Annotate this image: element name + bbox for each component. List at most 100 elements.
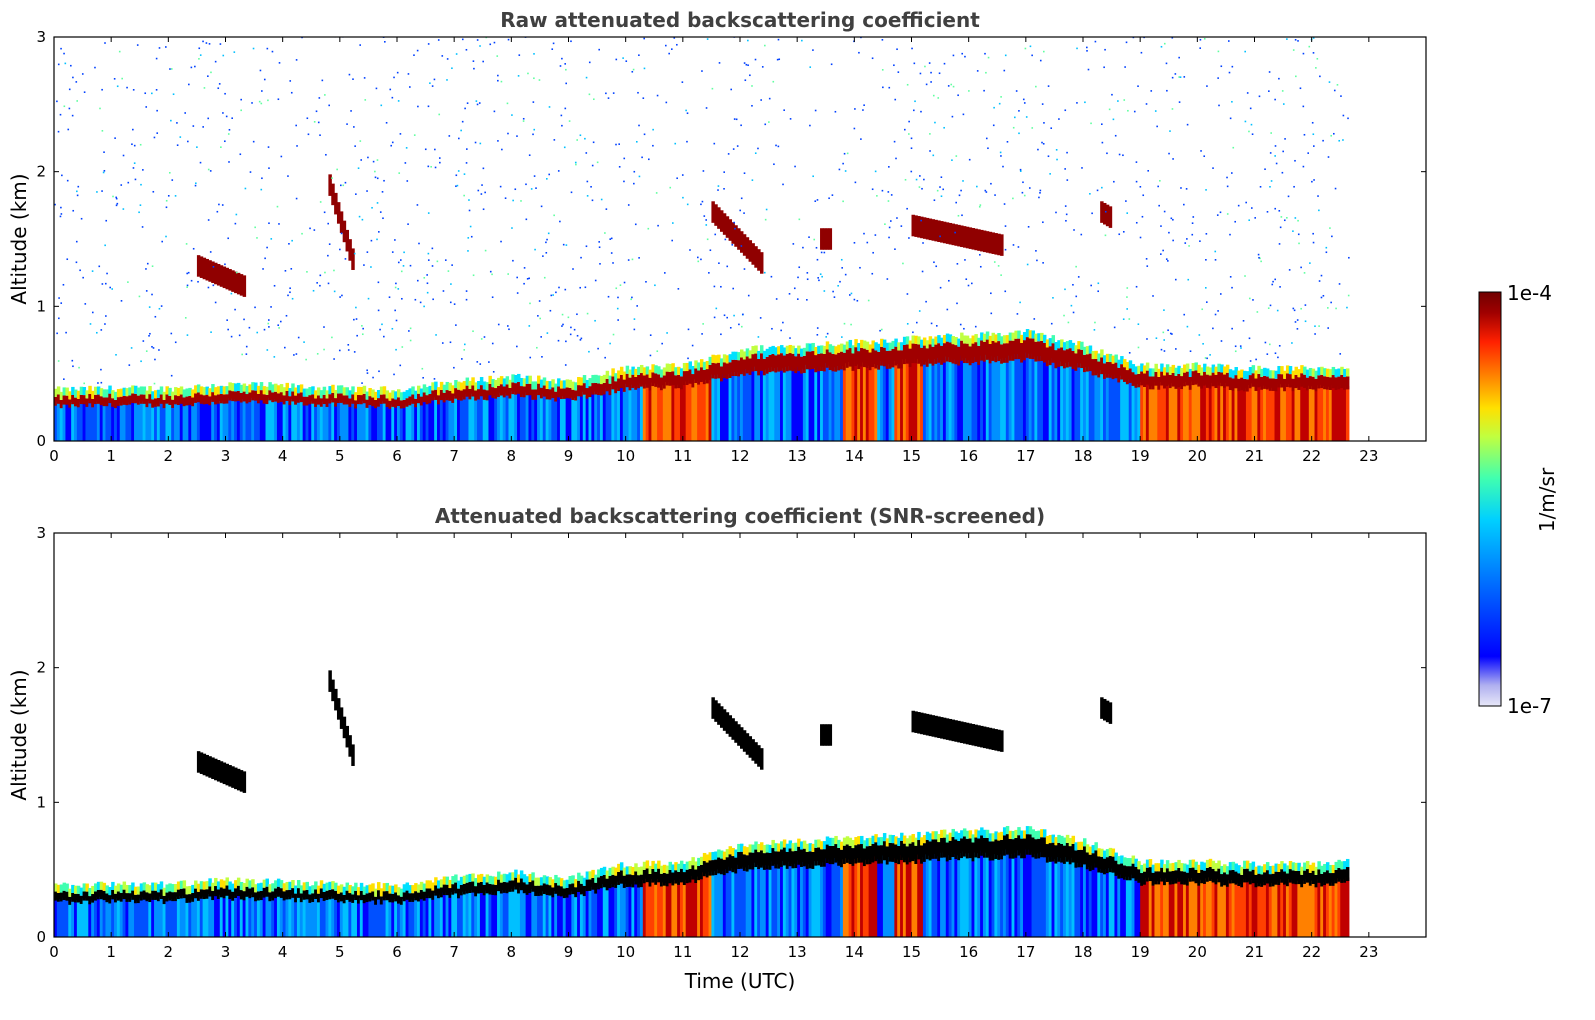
bl-column [968, 360, 973, 441]
noise-speckle [874, 170, 877, 173]
bl-top-band [840, 849, 844, 868]
bl-edge [897, 342, 901, 351]
noise-speckle [149, 332, 151, 335]
bl-top-band [1311, 376, 1316, 390]
bl-column [554, 399, 558, 441]
bl-edge [691, 365, 695, 375]
bl-top-band [1068, 348, 1073, 367]
noise-speckle [853, 298, 856, 301]
x-tick-label: 14 [845, 943, 864, 961]
noise-speckle [226, 319, 228, 321]
noise-speckle [86, 26, 88, 28]
noise-speckle [1297, 219, 1299, 222]
noise-speckle [844, 170, 847, 172]
noise-speckle [1229, 276, 1232, 278]
cloud-cell [945, 718, 950, 740]
noise-speckle [906, 293, 909, 295]
noise-speckle [1244, 120, 1247, 123]
noise-speckle [549, 309, 552, 312]
bl-edge [1297, 862, 1301, 871]
bl-top-band [1245, 868, 1250, 883]
noise-speckle [585, 245, 588, 248]
bl-edge [1228, 369, 1233, 378]
noise-speckle [934, 121, 936, 124]
bl-edge [451, 876, 455, 885]
noise-speckle [327, 282, 330, 285]
noise-speckle [1342, 114, 1345, 117]
noise-speckle [735, 118, 738, 121]
noise-speckle [552, 42, 555, 45]
bl-column [525, 392, 530, 441]
bl-edge [602, 374, 607, 383]
noise-speckle [186, 286, 188, 288]
noise-speckle [155, 57, 158, 60]
bl-top-band [814, 847, 818, 866]
noise-speckle [240, 98, 242, 101]
noise-speckle [890, 220, 892, 222]
noise-speckle [323, 326, 325, 328]
noise-speckle [104, 244, 106, 247]
noise-speckle [610, 237, 613, 240]
cloud-cell [920, 712, 924, 735]
bl-top-band [282, 891, 287, 901]
noise-speckle [97, 382, 99, 384]
bl-top-band [517, 382, 521, 394]
bl-top-band [291, 391, 295, 402]
bl-top-band [717, 362, 721, 379]
noise-speckle [638, 124, 640, 127]
bl-top-band [1128, 866, 1133, 881]
noise-speckle [967, 284, 970, 287]
bl-column [994, 854, 998, 937]
bl-top-band [348, 398, 352, 407]
noise-speckle [363, 77, 366, 79]
noise-speckle [1058, 118, 1060, 120]
noise-speckle [65, 18, 67, 20]
bl-edge [679, 368, 684, 377]
bl-column [1314, 388, 1318, 441]
bl-top-band [805, 851, 810, 869]
bl-column [1340, 879, 1344, 937]
bl-top-band [922, 843, 927, 862]
bl-column [468, 396, 472, 441]
noise-speckle [881, 328, 883, 331]
bl-edge [394, 391, 398, 400]
bl-edge [1034, 333, 1038, 342]
bl-column [685, 381, 690, 441]
bl-column [305, 897, 309, 937]
noise-speckle [580, 256, 582, 259]
bl-column [462, 891, 467, 937]
noise-speckle [245, 353, 248, 355]
bl-column [482, 892, 487, 937]
bl-top-band [368, 396, 372, 406]
bl-column [302, 403, 307, 441]
bl-top-band [1037, 838, 1041, 859]
bl-edge [634, 368, 638, 377]
bl-top-band [305, 396, 309, 406]
noise-speckle [57, 130, 60, 133]
bl-top-band [468, 881, 472, 893]
bl-top-band [325, 890, 329, 900]
cloud-cell [342, 220, 347, 243]
bl-top-band [202, 889, 207, 900]
bl-top-band [719, 366, 724, 382]
bl-top-band [1211, 372, 1216, 387]
noise-speckle [1278, 77, 1280, 80]
bl-top-band [1237, 378, 1241, 392]
noise-speckle [599, 263, 601, 265]
bl-column [348, 899, 352, 937]
bl-column [1020, 357, 1024, 441]
bl-top-band [485, 882, 490, 894]
bl-edge [294, 387, 298, 396]
noise-speckle [139, 143, 142, 146]
bl-edge [1317, 861, 1321, 870]
noise-speckle [789, 118, 792, 120]
noise-speckle [153, 136, 156, 139]
bl-edge [954, 831, 958, 840]
bl-edge [548, 381, 552, 390]
bl-top-band [302, 396, 307, 406]
bl-edge [405, 882, 410, 891]
noise-speckle [921, 187, 923, 190]
cloud-cell [954, 720, 958, 742]
bl-column [1163, 881, 1167, 937]
x-tick-label: 20 [1188, 447, 1207, 465]
